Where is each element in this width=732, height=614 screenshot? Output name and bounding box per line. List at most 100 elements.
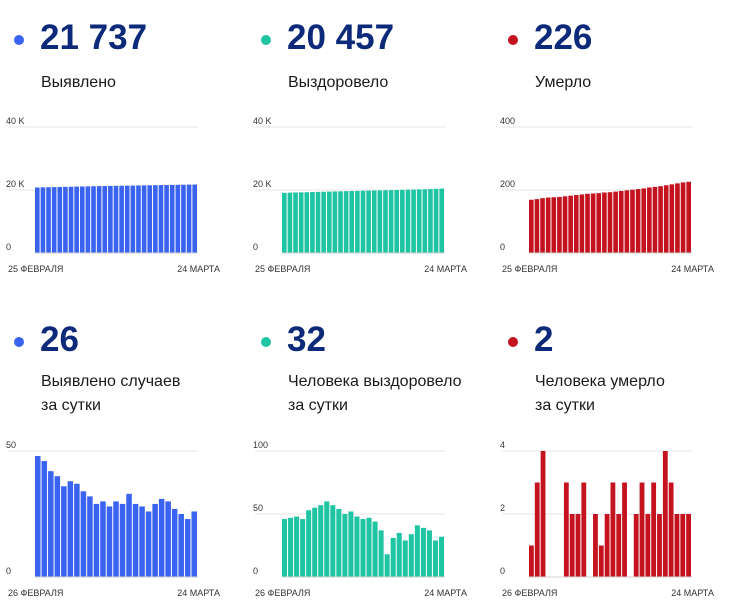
x-start-label: 25 ФЕВРАЛЯ	[255, 264, 310, 274]
bar	[529, 199, 534, 253]
bar	[74, 186, 79, 253]
bar	[610, 482, 616, 577]
x-start-label: 26 ФЕВРАЛЯ	[8, 588, 63, 598]
bar	[175, 184, 181, 253]
legend-dot-icon	[508, 337, 518, 347]
bar	[312, 507, 318, 577]
y-tick-label: 20 K	[6, 179, 25, 189]
bar	[686, 181, 691, 253]
x-end-label: 24 МАРТА	[177, 264, 220, 274]
bar	[51, 187, 57, 253]
bar	[360, 190, 366, 253]
bar	[613, 191, 618, 253]
stat-label-line: Человека умерло	[535, 373, 665, 390]
bar	[680, 182, 686, 253]
bar	[388, 190, 394, 253]
bar	[686, 514, 691, 577]
y-tick-label: 50	[6, 440, 16, 450]
bar	[602, 192, 607, 253]
bar	[355, 190, 360, 253]
bar	[35, 187, 40, 253]
bar	[604, 514, 610, 577]
panel-cases-daily: 26 Выявлено случаев за сутки 0 50 26 ФЕВРАЛЯ 2…	[0, 302, 240, 602]
bar	[48, 471, 54, 577]
legend-dot-icon	[14, 35, 24, 45]
bar	[396, 532, 402, 577]
bar	[63, 186, 68, 253]
bar	[287, 192, 293, 253]
bar-chart: 0 20 K 40 K 25 ФЕВРАЛЯ 24 МАРТА	[6, 116, 220, 274]
x-end-label: 24 МАРТА	[671, 264, 714, 274]
bar	[569, 514, 575, 577]
bar	[414, 525, 420, 577]
bar	[93, 503, 100, 577]
bar	[575, 514, 581, 577]
bar	[585, 193, 590, 253]
y-tick-label: 200	[500, 179, 515, 189]
bar	[348, 511, 354, 577]
y-tick-label: 2	[500, 503, 505, 513]
bar	[557, 196, 562, 253]
stat-label: Выявлено	[41, 71, 116, 95]
stat-label-line: за сутки	[535, 397, 595, 414]
bar	[130, 185, 136, 253]
bar	[651, 482, 657, 577]
bar	[645, 514, 651, 577]
bar	[551, 197, 557, 253]
bar	[439, 188, 444, 253]
bar	[402, 540, 408, 577]
bar	[145, 511, 152, 577]
bar	[573, 195, 579, 253]
y-tick-label: 40 K	[253, 116, 272, 126]
bar	[590, 193, 596, 253]
bar	[400, 189, 405, 253]
bar	[674, 514, 680, 577]
bar	[171, 508, 178, 577]
bar	[378, 530, 384, 577]
bar	[102, 186, 108, 253]
bar	[293, 192, 298, 253]
stat-label-line: Умерло	[535, 74, 592, 91]
bar	[113, 185, 119, 253]
bar-chart: 0 200 400 25 ФЕВРАЛЯ 24 МАРТА	[500, 116, 714, 274]
bar	[40, 187, 46, 253]
bar	[79, 186, 85, 253]
stat-number: 226	[534, 18, 593, 57]
bar	[119, 503, 126, 577]
bar	[405, 189, 411, 253]
bar	[662, 451, 668, 577]
bar	[641, 188, 647, 253]
bar	[294, 516, 300, 577]
panel-recovered-total: 20 457 Выздоровело 0 20 K 40 K 25 ФЕВРАЛЯ 24 М…	[247, 0, 487, 300]
bar	[68, 186, 74, 253]
bar	[422, 189, 428, 253]
y-tick-label: 400	[500, 116, 515, 126]
bar	[668, 482, 674, 577]
bar	[100, 501, 106, 577]
bar	[420, 527, 426, 577]
bar	[136, 185, 141, 253]
stat-number: 2	[534, 320, 554, 359]
bar	[618, 190, 624, 253]
bar	[540, 198, 545, 253]
y-tick-label: 100	[253, 440, 268, 450]
bar	[126, 493, 132, 577]
stat-label-line: за сутки	[288, 397, 348, 414]
bar	[342, 514, 348, 577]
bar	[663, 185, 669, 253]
stat-label-line: Выявлено	[41, 74, 116, 91]
panel-deaths-daily: 2 Человека умерло за сутки 0 2 4 26 ФЕВРАЛЯ 24 …	[494, 302, 732, 602]
bar	[372, 521, 378, 577]
bar	[433, 188, 439, 253]
stat-number: 20 457	[287, 18, 395, 57]
bar	[540, 451, 546, 577]
bar	[633, 514, 639, 577]
bar	[630, 189, 635, 253]
bar	[306, 510, 312, 577]
bar	[360, 519, 366, 577]
bar	[416, 189, 422, 253]
bar	[616, 514, 622, 577]
bar	[432, 540, 438, 577]
bar	[366, 190, 371, 253]
bar	[186, 184, 192, 253]
